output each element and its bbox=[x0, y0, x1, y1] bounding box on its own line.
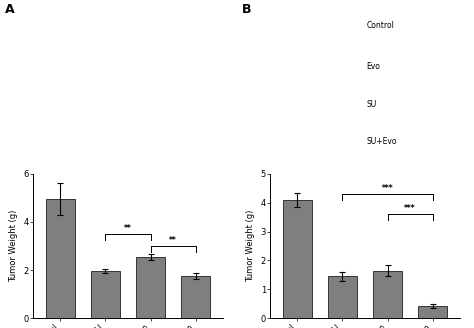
Bar bbox=[136, 257, 165, 318]
Text: SU: SU bbox=[366, 100, 377, 109]
Text: Evo: Evo bbox=[366, 62, 380, 71]
Text: SU+Evo: SU+Evo bbox=[366, 137, 397, 147]
Y-axis label: Tumor Weight (g): Tumor Weight (g) bbox=[246, 210, 255, 282]
Bar bbox=[283, 200, 312, 318]
Text: ***: *** bbox=[404, 204, 416, 213]
Y-axis label: Tumor Weight (g): Tumor Weight (g) bbox=[9, 210, 18, 282]
Bar bbox=[373, 271, 402, 318]
Text: Control: Control bbox=[366, 21, 394, 30]
Text: A: A bbox=[5, 3, 14, 16]
Bar bbox=[418, 306, 447, 318]
Text: B: B bbox=[242, 3, 251, 16]
Bar bbox=[328, 276, 357, 318]
Text: ***: *** bbox=[382, 184, 393, 193]
Text: **: ** bbox=[169, 236, 177, 245]
Text: **: ** bbox=[124, 223, 132, 233]
Bar bbox=[91, 271, 120, 318]
Bar bbox=[181, 276, 210, 318]
Bar bbox=[46, 199, 75, 318]
